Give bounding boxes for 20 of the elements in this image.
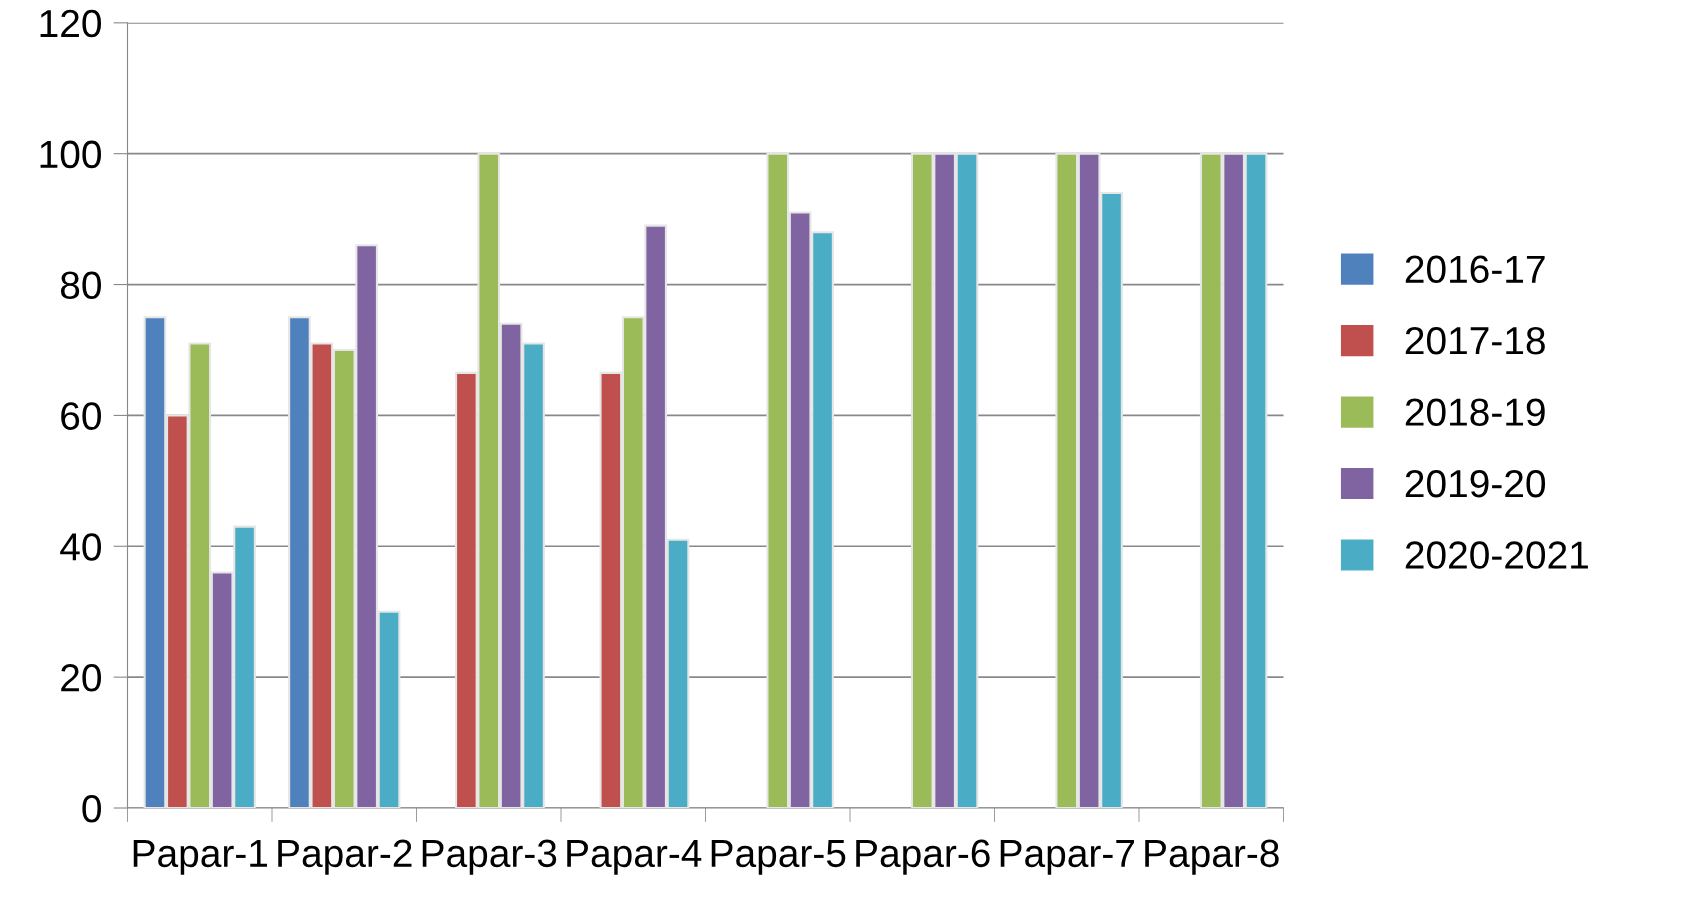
y-tick-label: 40 <box>60 533 101 561</box>
x-tick-label: Papar-5 <box>711 839 846 875</box>
y-tick-label: 120 <box>40 9 101 38</box>
x-tick-label: Papar-1 <box>133 839 268 875</box>
y-tick-label: 80 <box>60 271 101 300</box>
x-tick-label: Papar-8 <box>1145 839 1279 875</box>
y-tick-label: 100 <box>40 140 101 169</box>
x-tick-label: Papar-6 <box>856 839 990 875</box>
legend-label: 2017-18 <box>1405 326 1545 355</box>
legend-label: 2016-17 <box>1405 255 1545 284</box>
x-tick-label: Papar-7 <box>1000 839 1134 875</box>
y-tick-label: 0 <box>82 794 101 823</box>
x-tick-label: Papar-2 <box>278 839 412 875</box>
legend-label: 2020-2021 <box>1405 541 1588 569</box>
y-tick-label: 20 <box>61 664 101 692</box>
legend-label: 2019-20 <box>1405 469 1546 498</box>
y-tick-label: 60 <box>61 402 101 430</box>
legend-label: 2018-19 <box>1405 398 1545 426</box>
x-tick-label: Papar-3 <box>422 839 557 875</box>
x-tick-label: Papar-4 <box>567 839 702 875</box>
